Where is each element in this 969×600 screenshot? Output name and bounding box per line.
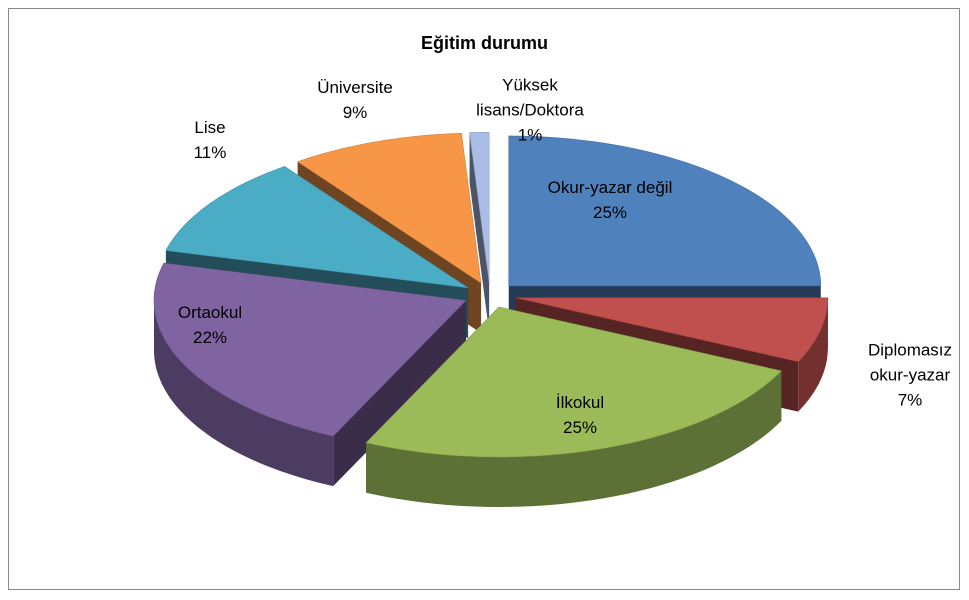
value-label: 25% xyxy=(592,203,628,222)
slice-label: Ortaokul 22% xyxy=(120,300,300,350)
slice-wall xyxy=(469,132,490,333)
slice xyxy=(165,166,469,289)
category-label: İlkokul xyxy=(555,393,605,412)
slice xyxy=(508,135,822,287)
slice xyxy=(153,262,467,437)
slice-label: Diplomasız okur-yazar 7% xyxy=(850,338,969,413)
slice xyxy=(469,131,490,333)
category-label: Ortaokul xyxy=(177,303,243,322)
category-label: Diplomasız okur-yazar xyxy=(867,340,953,385)
slice-label: Yüksek lisans/Doktora 1% xyxy=(460,73,600,148)
chart-frame xyxy=(8,8,960,590)
value-label: 11% xyxy=(193,143,227,162)
value-label: 22% xyxy=(192,328,228,347)
chart-title: Eğitim durumu xyxy=(421,33,548,53)
slice xyxy=(515,297,829,362)
category-label: Okur-yazar değil xyxy=(547,178,673,197)
slice-side xyxy=(366,370,782,507)
slice xyxy=(469,131,490,283)
value-label: 7% xyxy=(897,390,923,410)
slice xyxy=(296,132,482,284)
slice-wall xyxy=(333,300,467,487)
slice-label: Üniversite 9% xyxy=(295,75,415,125)
slice xyxy=(365,306,782,458)
slice xyxy=(365,306,782,507)
slice-side xyxy=(798,297,828,412)
category-label: Yüksek lisans/Doktora xyxy=(476,75,584,120)
category-label: Üniversite xyxy=(317,78,393,97)
slice xyxy=(515,297,829,412)
slice xyxy=(153,262,467,487)
slice-label: İlkokul 25% xyxy=(490,390,670,440)
value-label: 1% xyxy=(517,125,543,145)
value-label: 25% xyxy=(562,418,598,437)
category-label: Lise xyxy=(194,118,226,137)
slice-label: Okur-yazar değil 25% xyxy=(520,175,700,225)
slice-label: Lise 11% xyxy=(150,115,270,165)
slice-side xyxy=(154,300,334,487)
value-label: 9% xyxy=(342,103,368,122)
